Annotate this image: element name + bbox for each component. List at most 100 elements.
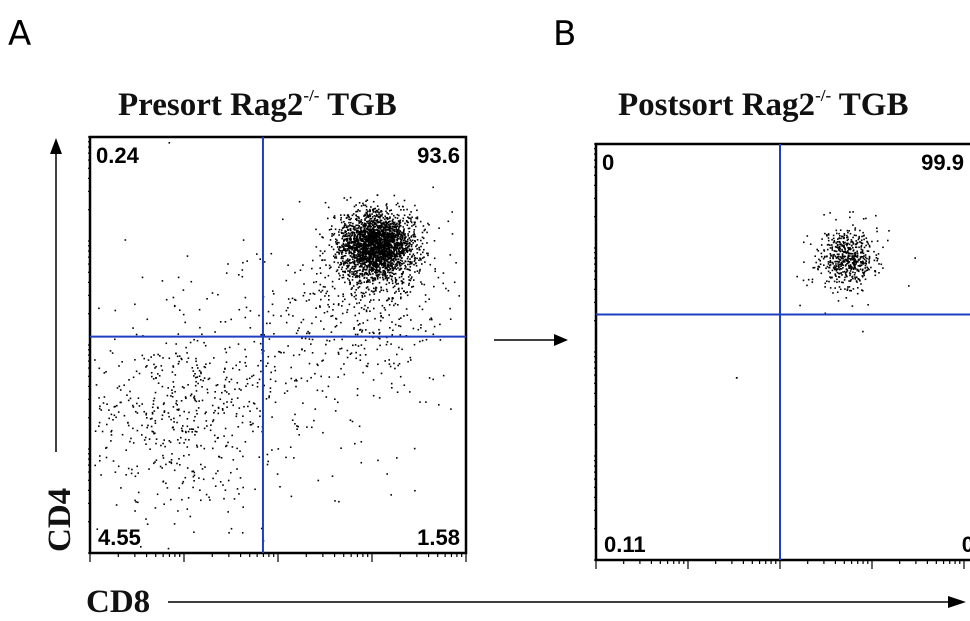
event-dot: [398, 251, 400, 253]
event-dot: [363, 244, 365, 247]
event-dot: [822, 257, 825, 260]
event-dot: [857, 238, 860, 241]
event-dot: [332, 234, 335, 236]
event-dot: [371, 270, 373, 273]
event-dot: [388, 269, 390, 272]
event-dot: [422, 251, 424, 254]
event-dot: [350, 235, 353, 237]
event-dot: [352, 231, 355, 234]
event-dot: [349, 245, 351, 247]
event-dot: [385, 247, 387, 250]
event-dot: [392, 223, 395, 225]
event-dot: [392, 253, 395, 255]
event-dot: [367, 222, 369, 225]
event-dot: [129, 390, 131, 393]
event-dot: [829, 259, 832, 262]
event-dot: [364, 238, 366, 240]
event-dot: [152, 400, 155, 402]
event-dot: [370, 249, 373, 252]
event-dot: [416, 252, 419, 254]
event-dot: [342, 270, 344, 273]
event-dot: [389, 274, 392, 277]
event-dot: [257, 364, 259, 367]
event-dot: [811, 281, 814, 283]
event-dot: [394, 272, 397, 275]
event-dot: [336, 239, 338, 242]
event-dot: [837, 238, 839, 240]
event-dot: [383, 227, 385, 229]
event-dot: [388, 272, 391, 274]
event-dot: [394, 226, 396, 229]
event-dot: [368, 255, 371, 257]
event-dot: [375, 235, 377, 238]
event-dot: [359, 329, 361, 331]
event-dot: [846, 234, 848, 237]
event-dot: [346, 356, 349, 359]
event-dot: [238, 388, 241, 390]
event-dot: [146, 318, 149, 321]
event-dot: [378, 225, 380, 227]
event-dot: [376, 247, 379, 249]
event-dot: [124, 239, 127, 241]
event-dot: [171, 392, 174, 394]
event-dot: [403, 290, 405, 292]
event-dot: [241, 275, 244, 278]
event-dot: [242, 455, 244, 458]
event-dot: [170, 459, 173, 461]
event-dot: [373, 215, 376, 217]
event-dot: [846, 262, 848, 265]
event-dot: [341, 244, 343, 247]
event-dot: [385, 245, 388, 247]
event-dot: [311, 426, 313, 429]
event-dot: [328, 295, 330, 297]
event-dot: [242, 506, 244, 508]
event-dot: [362, 247, 364, 250]
event-dot: [371, 229, 373, 231]
event-dot: [99, 460, 101, 462]
event-dot: [376, 275, 379, 277]
event-dot: [157, 353, 159, 356]
event-dot: [373, 225, 376, 228]
event-dot: [363, 347, 366, 350]
event-dot: [835, 256, 838, 259]
event-dot: [358, 245, 360, 248]
event-dot: [372, 291, 374, 293]
event-dot: [404, 264, 406, 267]
event-dot: [851, 262, 854, 264]
event-dot: [160, 365, 163, 367]
event-dot: [365, 251, 367, 253]
event-dot: [384, 257, 387, 260]
event-dot: [368, 253, 371, 256]
event-dot: [849, 289, 851, 292]
event-dot: [393, 221, 396, 224]
event-dot: [413, 260, 416, 263]
event-dot: [380, 286, 383, 289]
event-dot: [386, 275, 388, 277]
event-dot: [403, 384, 406, 386]
population-4: [115, 142, 453, 508]
event-dot: [400, 262, 403, 265]
event-dot: [355, 357, 357, 360]
event-dot: [368, 231, 371, 233]
event-dot: [359, 258, 362, 261]
event-dot: [391, 237, 394, 240]
event-dot: [258, 456, 261, 458]
event-dot: [406, 221, 409, 224]
event-dot: [352, 245, 354, 248]
event-dot: [386, 207, 388, 210]
event-dot: [363, 256, 365, 258]
event-dot: [371, 223, 373, 225]
event-dot: [407, 242, 409, 245]
event-dot: [829, 212, 831, 214]
event-dot: [358, 217, 360, 220]
event-dot: [399, 261, 401, 264]
event-dot: [841, 254, 844, 256]
event-dot: [824, 312, 827, 315]
event-dot: [846, 243, 849, 246]
event-dot: [205, 420, 208, 422]
event-dot: [868, 244, 871, 247]
event-dot: [385, 204, 388, 206]
event-dot: [258, 314, 260, 317]
event-dot: [265, 365, 268, 367]
event-dot: [864, 254, 867, 256]
